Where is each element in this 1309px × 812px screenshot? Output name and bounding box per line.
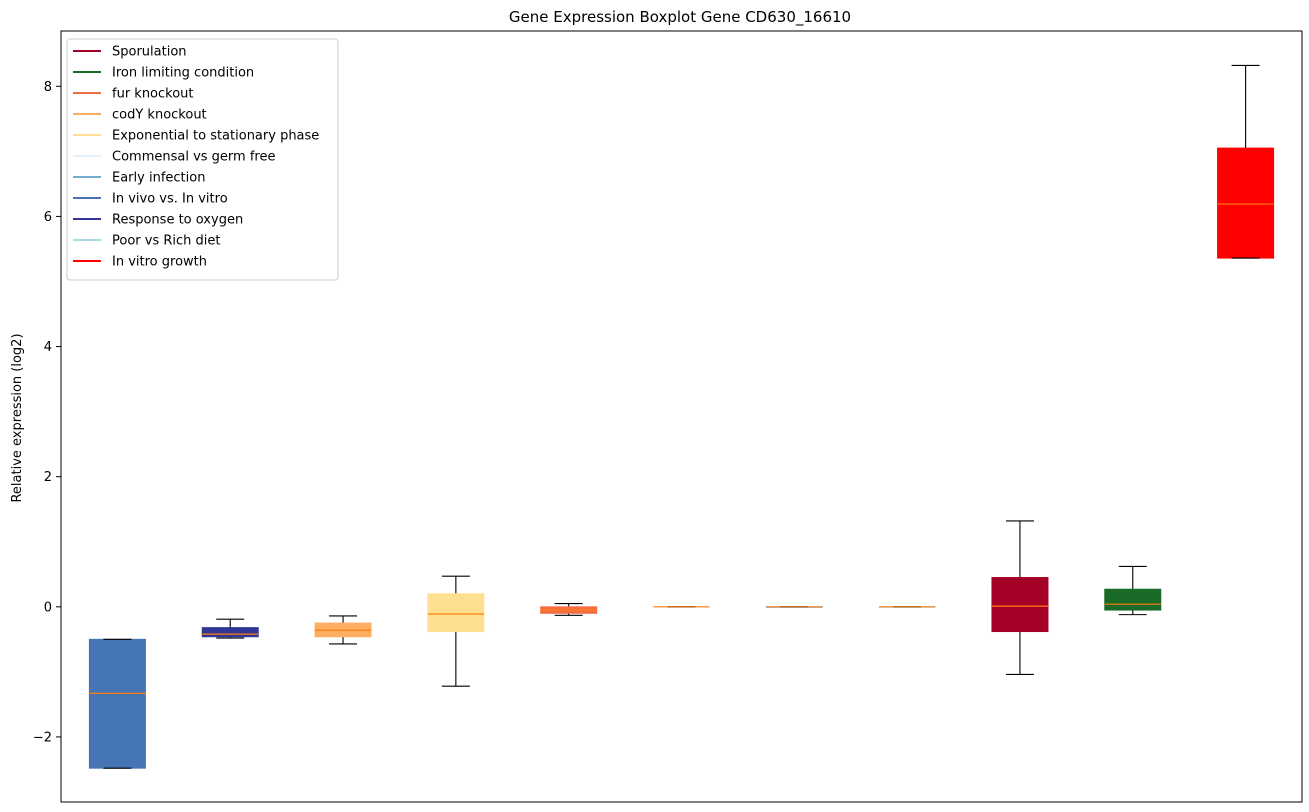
y-tick-label: 6 — [44, 210, 52, 225]
iqr-box — [1217, 147, 1275, 259]
legend-item: Response to oxygen — [73, 213, 243, 228]
legend-item: fur knockout — [73, 87, 194, 102]
legend-label: In vitro growth — [112, 255, 207, 270]
box-8 — [878, 606, 936, 608]
legend-item: Early infection — [73, 171, 205, 186]
box-11 — [1217, 64, 1275, 259]
legend-item: Poor vs Rich diet — [73, 234, 220, 249]
legend-label: Response to oxygen — [112, 213, 243, 228]
box-3 — [314, 615, 372, 645]
legend-item: codY knockout — [73, 108, 207, 123]
legend-label: fur knockout — [112, 87, 194, 102]
y-tick-label: 2 — [44, 470, 52, 485]
y-tick-label: 0 — [44, 600, 52, 615]
iqr-box — [201, 627, 259, 638]
legend-item: In vitro growth — [73, 255, 207, 270]
box-10 — [1104, 565, 1162, 616]
legend-item: Exponential to stationary phase — [73, 129, 319, 144]
box-2 — [201, 618, 259, 639]
y-axis-label: Relative expression (log2) — [10, 333, 25, 502]
legend-label: Exponential to stationary phase — [112, 129, 319, 144]
iqr-box — [1104, 588, 1162, 611]
iqr-box — [427, 593, 485, 633]
legend-label: Sporulation — [112, 45, 187, 60]
legend-label: Iron limiting condition — [112, 66, 254, 81]
legend-item: Commensal vs germ free — [73, 150, 275, 165]
box-9 — [991, 520, 1049, 676]
boxes-layer — [88, 64, 1275, 769]
axes-layer: −2 0 2 4 6 8 — [33, 30, 1303, 803]
legend-label: Commensal vs germ free — [112, 150, 275, 165]
box-1 — [88, 638, 146, 769]
legend-item: Iron limiting condition — [73, 66, 254, 81]
box-5 — [540, 603, 598, 616]
legend-label: Early infection — [112, 171, 205, 186]
legend-label: In vivo vs. In vitro — [112, 192, 228, 207]
legend: Sporulation Iron limiting condition fur kn… — [66, 38, 339, 281]
iqr-box — [991, 577, 1049, 633]
plot-frame — [60, 30, 1303, 803]
box-7 — [765, 606, 823, 608]
legend-label: codY knockout — [112, 108, 207, 123]
legend-frame — [66, 38, 339, 281]
box-6 — [653, 606, 710, 608]
legend-label: Poor vs Rich diet — [112, 234, 220, 249]
y-tick-label: −2 — [33, 730, 52, 745]
legend-item: In vivo vs. In vitro — [73, 192, 228, 207]
iqr-box — [88, 638, 146, 769]
box-4 — [427, 575, 485, 687]
y-tick-label: 4 — [44, 340, 52, 355]
y-tick-label: 8 — [44, 80, 52, 95]
legend-item: Sporulation — [73, 45, 187, 60]
chart-title: Gene Expression Boxplot Gene CD630_16610 — [509, 8, 851, 27]
